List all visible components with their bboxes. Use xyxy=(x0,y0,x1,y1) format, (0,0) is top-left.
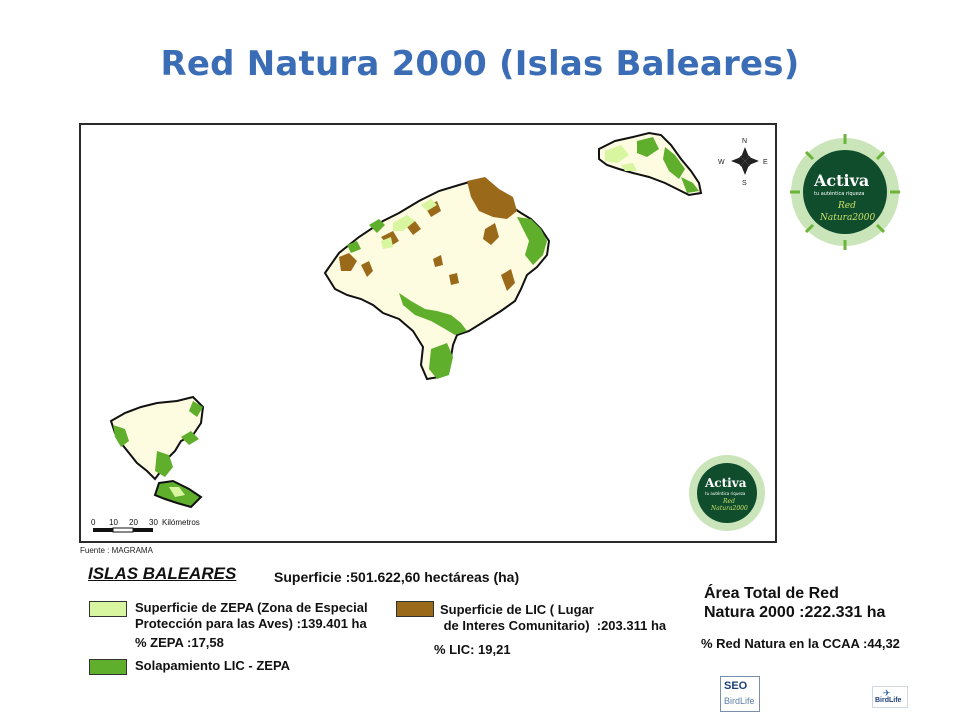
compass-n-label: N xyxy=(742,138,747,145)
seo-birdlife-logo: SEO BirdLife xyxy=(720,676,760,712)
legend-swatch-lic xyxy=(396,601,434,617)
svg-text:tu auténtica riqueza: tu auténtica riqueza xyxy=(705,491,746,496)
birdlife-logo: ✈ BirdLife xyxy=(872,686,908,708)
activa-badge-large: Activa tu auténtica riqueza Red Natura20… xyxy=(790,134,900,250)
scale-unit: Kilómetros xyxy=(162,518,200,527)
island-mallorca xyxy=(323,177,551,381)
legend-zepa-pct: % ZEPA :17,58 xyxy=(135,635,224,650)
svg-text:tu auténtica riqueza: tu auténtica riqueza xyxy=(814,190,864,197)
superficie-total: Superficie :501.622,60 hectáreas (ha) xyxy=(274,569,520,585)
compass-e-label: E xyxy=(763,159,768,166)
legend-lic-pct: % LIC: 19,21 xyxy=(434,642,511,657)
island-menorca xyxy=(598,131,703,197)
scale-tick-20: 20 xyxy=(129,518,138,527)
scale-tick-10: 10 xyxy=(109,518,118,527)
legend-zepa-label: Superficie de ZEPA (Zona de Especial Pro… xyxy=(135,600,368,631)
scale-tick-30: 30 xyxy=(149,518,158,527)
svg-text:Natura2000: Natura2000 xyxy=(819,213,876,223)
seo-logo-text: SEO xyxy=(724,680,748,692)
svg-text:Activa: Activa xyxy=(813,171,869,190)
legend-solapamiento-label: Solapamiento LIC - ZEPA xyxy=(135,658,291,673)
area-total: Área Total de Red Natura 2000 :222.331 h… xyxy=(704,585,886,621)
svg-text:Red: Red xyxy=(722,498,735,505)
seo-logo-subtext: BirdLife xyxy=(724,696,755,706)
map-frame: N S E W 0 10 20 30 Kilómetros Activa tu … xyxy=(79,123,777,543)
island-formentera xyxy=(153,479,203,509)
compass-s-label: S xyxy=(742,180,747,187)
island-ibiza xyxy=(109,395,205,481)
legend-swatch-zepa xyxy=(89,601,127,617)
map-source: Fuente : MAGRAMA xyxy=(80,546,153,555)
legend-heading: ISLAS BALEARES xyxy=(88,564,237,583)
scale-bar: 0 10 20 30 Kilómetros xyxy=(91,518,200,533)
legend-swatch-solapamiento xyxy=(89,659,127,675)
legend-lic-label: Superficie de LIC ( Lugar de Interes Com… xyxy=(440,602,667,633)
svg-text:Red: Red xyxy=(837,201,856,211)
compass-rose-icon: N S E W xyxy=(718,138,768,187)
svg-text:Natura2000: Natura2000 xyxy=(710,505,748,512)
red-natura-pct: % Red Natura en la CCAA :44,32 xyxy=(701,636,900,651)
page-title: Red Natura 2000 (Islas Baleares) xyxy=(160,44,800,84)
birdlife-logo-text: BirdLife xyxy=(875,697,902,704)
scale-tick-0: 0 xyxy=(91,518,96,527)
map-canvas: N S E W 0 10 20 30 Kilómetros Activa tu … xyxy=(91,131,768,533)
bird-icon: ✈ xyxy=(883,688,891,698)
activa-badge-small: Activa tu auténtica riqueza Red Natura20… xyxy=(689,455,765,531)
compass-w-label: W xyxy=(718,159,725,166)
svg-text:Activa: Activa xyxy=(704,476,747,490)
